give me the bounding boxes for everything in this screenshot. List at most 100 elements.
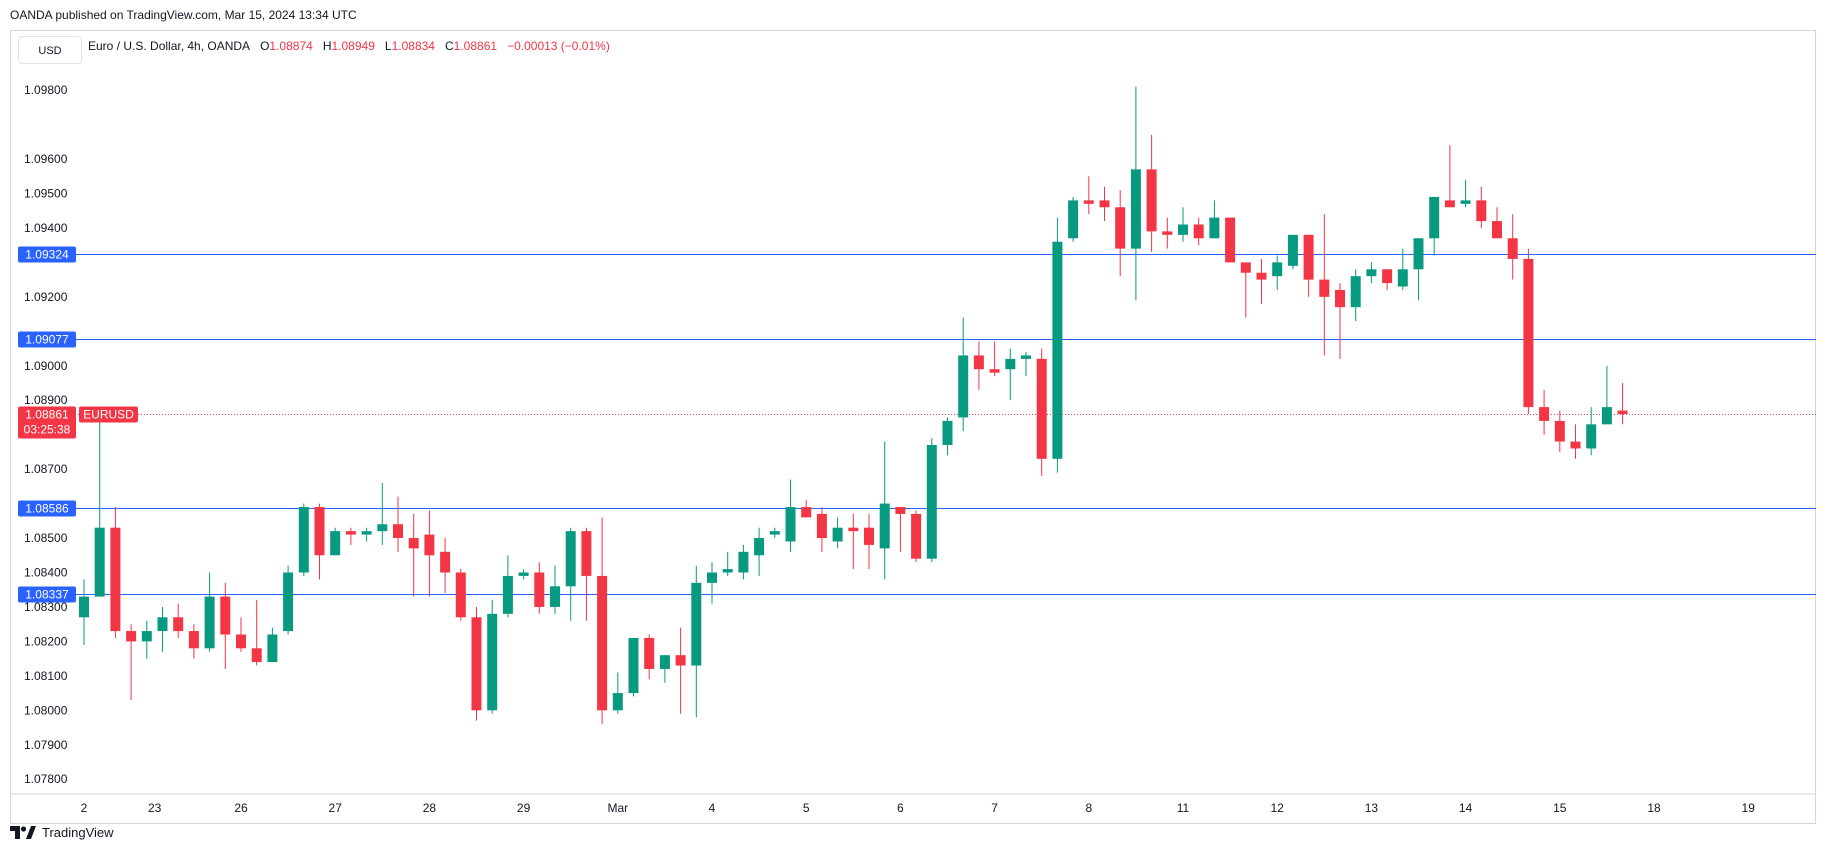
candle — [1507, 214, 1518, 280]
candle-body — [204, 596, 215, 649]
candle — [188, 624, 199, 659]
high-label: H — [322, 39, 332, 53]
y-tick-label: 1.08500 — [24, 531, 68, 545]
candle — [1130, 86, 1141, 301]
candle-body — [754, 538, 765, 556]
candle — [424, 510, 435, 597]
last-price-countdown: 03:25:38 — [24, 423, 71, 437]
candles — [79, 86, 1628, 725]
candle — [345, 527, 356, 545]
candle-body — [1350, 276, 1361, 308]
candle-body — [440, 551, 451, 573]
time-axis: 2 23 26 27 28 29 Mar 4 5 6 7 8 11 12 13 14 15 18 19 — [11, 793, 1815, 815]
candle-body — [267, 634, 278, 663]
candle — [110, 507, 121, 638]
candle-body — [487, 613, 498, 711]
candle — [377, 482, 388, 545]
candle-body — [94, 527, 105, 597]
candle — [958, 317, 969, 432]
candle-body — [1146, 169, 1157, 232]
candle-body — [79, 596, 89, 618]
level-label-box-0 — [18, 246, 76, 263]
last-price-box — [18, 406, 76, 439]
level-label-2: 1.08586 — [25, 502, 69, 516]
candle — [973, 341, 984, 390]
y-tick-label: 1.07900 — [24, 738, 68, 752]
x-tick-label: 29 — [517, 801, 531, 815]
candle — [707, 562, 717, 604]
candle — [989, 341, 1000, 377]
candle — [597, 517, 608, 725]
candle-body — [1507, 238, 1518, 259]
candle-body — [1178, 224, 1188, 235]
y-tick-label: 1.08400 — [24, 565, 68, 579]
x-tick-label: 19 — [1742, 801, 1756, 815]
x-tick-label: 13 — [1365, 801, 1379, 815]
candle — [502, 555, 513, 618]
candle-body — [801, 507, 812, 518]
candle — [848, 513, 859, 570]
x-tick-label: 28 — [423, 801, 437, 815]
open-label: O — [260, 39, 270, 53]
candle-body — [1570, 441, 1581, 449]
candle — [220, 582, 231, 669]
x-tick-label: 26 — [234, 801, 248, 815]
level-label-1: 1.09077 — [25, 333, 69, 347]
close-value: 1.08861 — [453, 39, 498, 53]
symbol-description[interactable]: Euro / U.S. Dollar, 4h, OANDA — [88, 39, 251, 53]
candle — [1240, 262, 1251, 318]
low-value: 1.08834 — [391, 39, 435, 53]
candle — [722, 551, 733, 576]
level-label-box-2 — [18, 500, 76, 517]
x-tick-label: 15 — [1553, 801, 1567, 815]
candle-body — [848, 527, 859, 532]
x-tick-label: 11 — [1177, 801, 1190, 815]
candle — [926, 438, 937, 563]
candle-body — [1382, 269, 1393, 284]
candle — [1397, 248, 1408, 290]
candle — [644, 634, 655, 680]
candle — [330, 527, 341, 556]
candle — [534, 562, 545, 614]
candle-body — [1413, 238, 1424, 270]
candle-body — [502, 575, 513, 614]
candle — [832, 517, 843, 549]
y-tick-label: 1.09600 — [24, 152, 68, 166]
y-tick-label: 1.08700 — [24, 462, 68, 476]
candle — [1099, 186, 1110, 222]
footer-brand: TradingView — [10, 825, 114, 840]
candle — [769, 527, 780, 539]
candle — [298, 503, 309, 576]
high-value: 1.08949 — [331, 39, 375, 53]
candle-body — [1335, 289, 1345, 308]
x-tick-label: Mar — [607, 801, 628, 815]
currency-button[interactable]: USD — [18, 36, 82, 64]
candle-body — [1539, 407, 1550, 421]
candle — [204, 572, 215, 652]
candle — [1539, 389, 1550, 435]
candle — [942, 417, 953, 456]
candle-body — [1052, 241, 1063, 459]
candle-body — [565, 531, 576, 587]
candle-body — [1319, 279, 1330, 297]
candle — [675, 627, 686, 714]
candle — [1617, 382, 1628, 425]
candle — [408, 513, 419, 597]
candle-body — [612, 693, 623, 711]
candle-body — [738, 551, 749, 573]
candle-body — [832, 527, 843, 542]
candle — [471, 606, 482, 721]
candle-body — [1444, 200, 1455, 208]
candle-body — [581, 531, 592, 576]
candle — [1256, 258, 1267, 304]
candle — [314, 503, 325, 580]
y-tick-label: 1.09200 — [24, 290, 68, 304]
candle — [1382, 269, 1393, 290]
candle — [1413, 238, 1424, 301]
y-tick-label: 1.09400 — [24, 221, 68, 235]
price-labels: 1.09324 1.09077 1.08586 1.08337 1.0886103:25… — [18, 246, 138, 603]
candle-body — [895, 507, 906, 514]
x-tick-label: 23 — [148, 801, 162, 815]
candle — [487, 600, 498, 714]
